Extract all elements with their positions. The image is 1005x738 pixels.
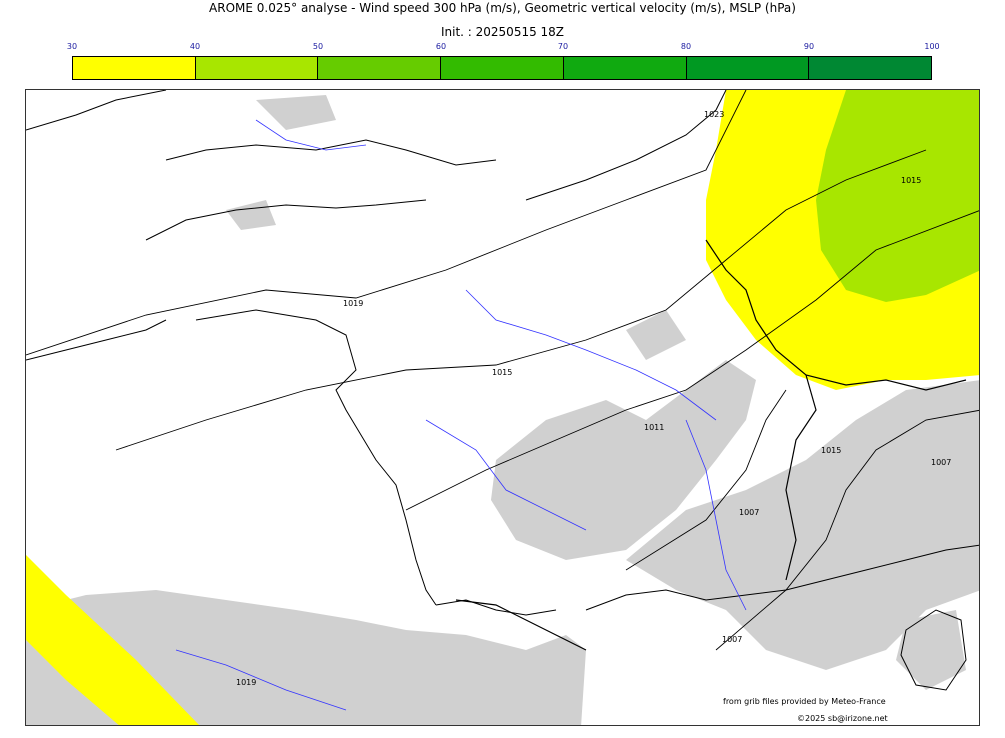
coastlines [26,90,979,691]
colorbar-tick: 50 [312,42,324,51]
colorbar-tick: 90 [803,42,815,51]
data-source-credit: from grib files provided by Meteo-France [723,697,886,706]
isobar-label: 1019 [343,299,363,308]
map-title: AROME 0.025° analyse - Wind speed 300 hP… [209,1,796,15]
wind-speed-fill [26,90,979,725]
colorbar-tick: 60 [435,42,447,51]
colorbar-segment [563,57,687,79]
relief-shading [26,95,979,725]
colorbar-tick: 80 [680,42,692,51]
isobar-label: 1015 [821,446,841,455]
weather-map: 1023 1019 1015 1011 1007 1007 1007 1015 … [25,89,980,726]
map-svg: 1023 1019 1015 1011 1007 1007 1007 1015 … [26,90,979,725]
wind-30-40-area [26,555,200,725]
colorbar-segment [686,57,810,79]
colorbar-segment [809,57,932,79]
rivers [175,119,747,711]
isobar-label: 1007 [931,458,951,467]
country-borders [455,239,967,651]
wind-40-50-area [816,90,979,302]
colorbar-segment [441,57,564,79]
wind-speed-colorbar [72,56,932,80]
isobar-labels: 1023 1019 1015 1011 1007 1007 1007 1015 … [236,110,951,687]
colorbar-tick: 70 [557,42,569,51]
isobar-label: 1011 [644,423,664,432]
colorbar-segment [195,57,319,79]
colorbar-segment [318,57,442,79]
isobar-label: 1015 [901,176,921,185]
init-time: Init. : 20250515 18Z [440,25,565,39]
colorbar-tick: 40 [189,42,201,51]
isobar-label: 1023 [704,110,724,119]
colorbar-tick: 30 [66,42,78,51]
colorbar-tick: 100 [924,42,940,51]
isobar-label: 1015 [492,368,512,377]
isobar-label: 1019 [236,678,256,687]
copyright-credit: ©2025 sb@irizone.net [797,714,888,723]
isobars [26,90,979,651]
isobar-label: 1007 [739,508,759,517]
isobar-label: 1007 [722,635,742,644]
colorbar-segment [73,57,196,79]
